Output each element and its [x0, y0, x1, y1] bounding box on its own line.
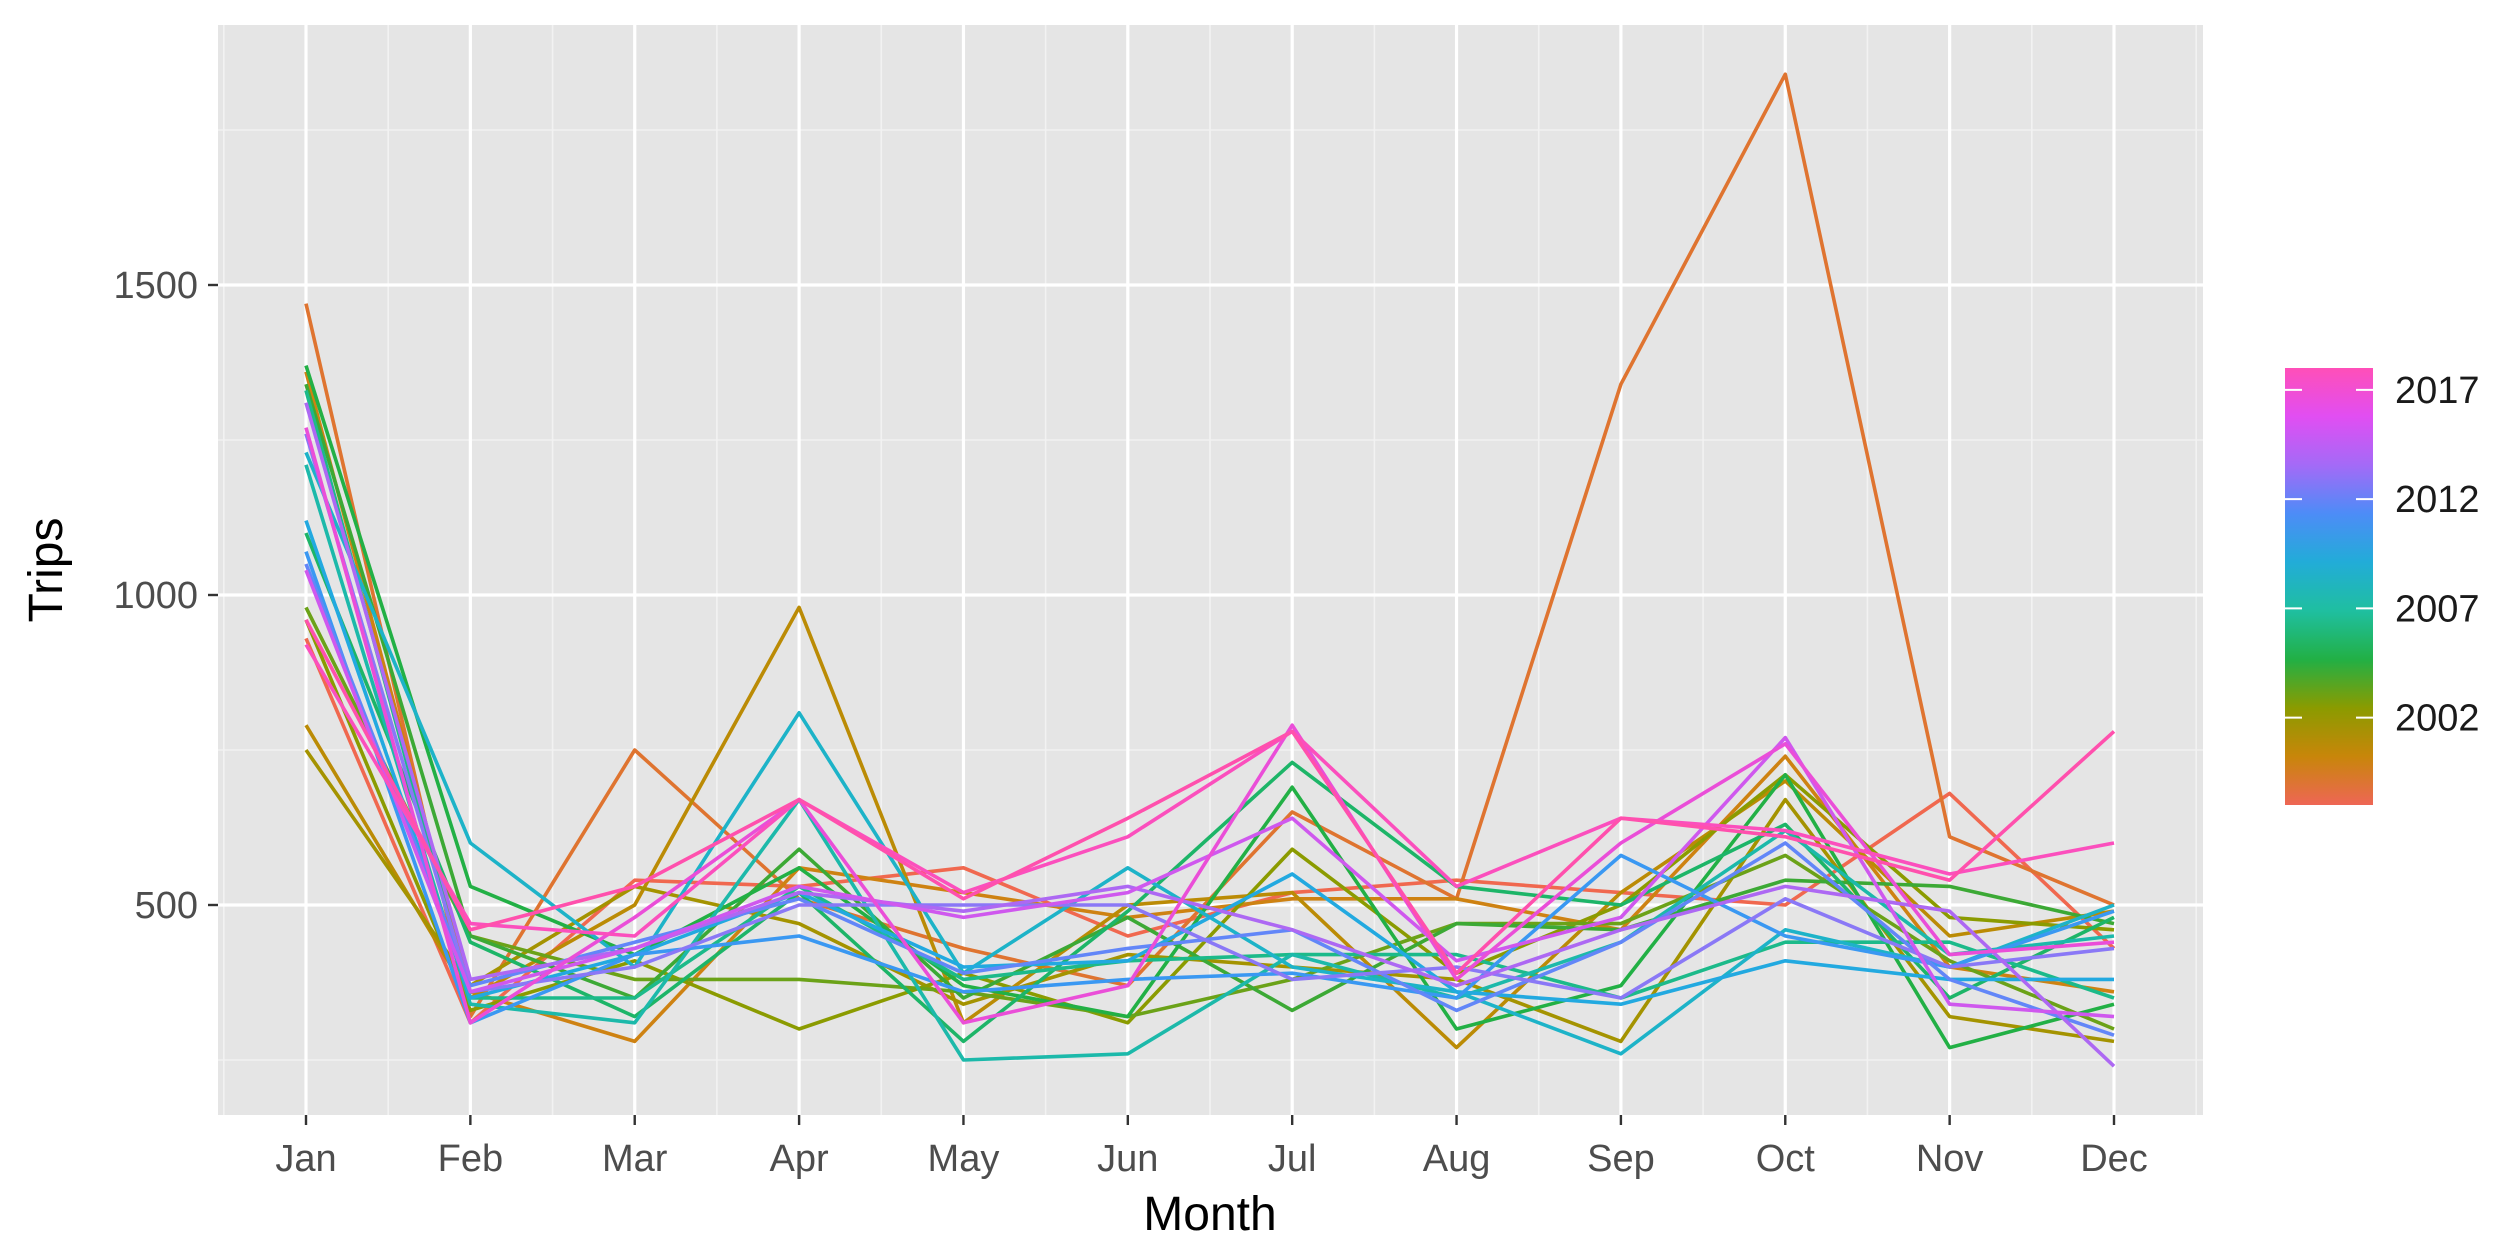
x-axis-title: Month — [1143, 1188, 1276, 1241]
x-tick-label: Apr — [770, 1138, 829, 1180]
grid-minor — [218, 25, 2203, 1115]
series-line-2013 — [304, 563, 2115, 1037]
x-tick-label: Jan — [275, 1138, 336, 1180]
y-tick-label: 1000 — [113, 575, 198, 617]
legend-tick-label: 2017 — [2395, 370, 2480, 412]
y-tick-label: 500 — [135, 885, 198, 927]
legend-tick-label: 2012 — [2395, 479, 2480, 521]
legend-tick-label: 2007 — [2395, 588, 2480, 630]
x-tick-label: Feb — [438, 1138, 503, 1180]
y-tick-labels: 500 1000 1500 — [113, 265, 198, 927]
x-tick-label: Jul — [1268, 1138, 1317, 1180]
series-line-2012 — [304, 551, 2115, 1025]
legend-tick-label: 2002 — [2395, 698, 2480, 740]
series-line-2015 — [304, 402, 2116, 1068]
series-line-2002 — [304, 748, 2115, 1044]
axis-ticks — [208, 283, 2116, 1125]
x-tick-labels: Jan Feb Mar Apr May Jun Jul Aug Sep Oct Nov Dec — [275, 1138, 2147, 1180]
series-layer — [304, 72, 2116, 1068]
series-line-2018 — [304, 643, 2115, 938]
series-line-2006 — [304, 365, 2115, 1050]
y-axis-title: Trips — [20, 518, 73, 623]
x-tick-label: Aug — [1423, 1138, 1491, 1180]
legend-colorbar — [2285, 368, 2373, 805]
series-line-2005 — [304, 383, 2115, 1013]
x-tick-label: Nov — [1916, 1138, 1984, 1180]
x-tick-label: Mar — [602, 1138, 668, 1180]
legend-ticks: 2002 2007 2012 2017 — [2285, 370, 2480, 740]
legend: 2002 2007 2012 2017 — [2285, 368, 2480, 805]
series-line-2019 — [304, 618, 2116, 976]
series-line-2009 — [304, 464, 2115, 1062]
x-tick-label: May — [928, 1138, 1000, 1180]
series-line-2001 — [304, 605, 2115, 1050]
x-tick-label: Sep — [1587, 1138, 1655, 1180]
series-line-2014 — [304, 433, 2115, 1000]
series-line-2003 — [304, 619, 2115, 1031]
x-tick-label: Oct — [1756, 1138, 1816, 1180]
y-tick-label: 1500 — [113, 265, 198, 307]
series-line-2011 — [304, 520, 2114, 1007]
x-tick-label: Dec — [2080, 1138, 2148, 1180]
x-tick-label: Jun — [1097, 1138, 1158, 1180]
